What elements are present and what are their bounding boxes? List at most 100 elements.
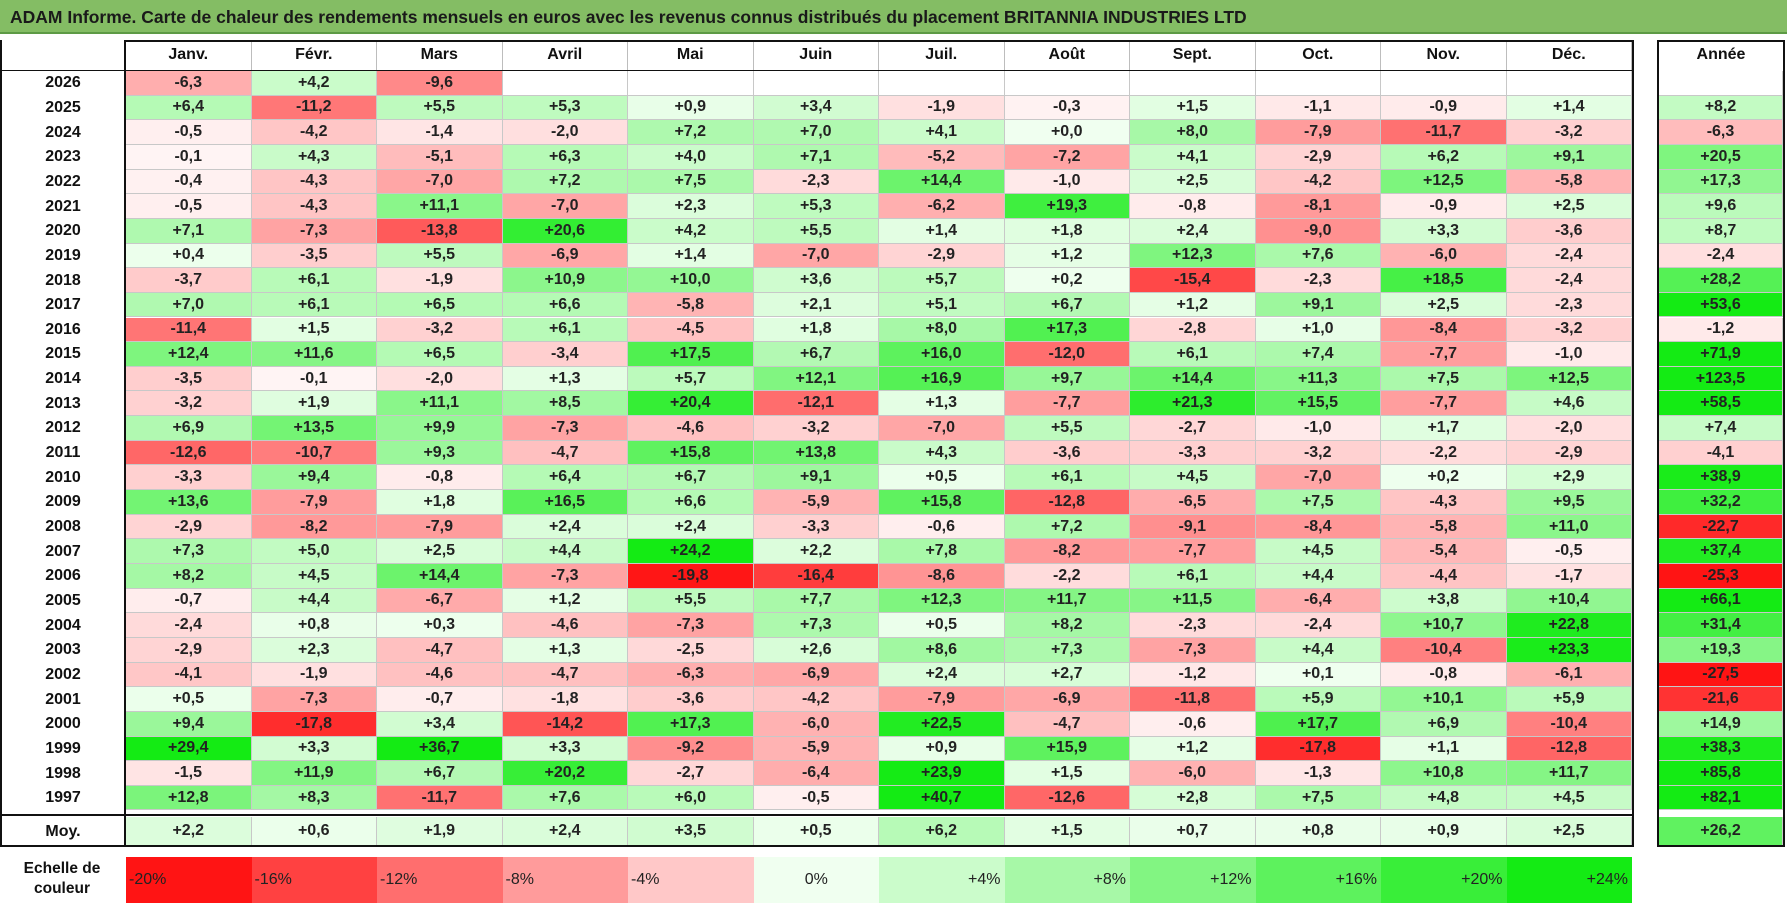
- heatmap-cell: +16,5: [502, 490, 628, 515]
- annual-cell: -2,4: [1659, 243, 1783, 269]
- heatmap-cell: +4,1: [1130, 144, 1256, 170]
- heatmap-cell: +4,6: [1506, 391, 1632, 417]
- heatmap-cell: +3,4: [377, 711, 503, 737]
- heatmap-cell: -3,3: [753, 514, 879, 540]
- year-label: 2012: [45, 419, 81, 437]
- heatmap-cell: +7,1: [126, 218, 252, 244]
- header-separator: [0, 70, 1632, 71]
- annual-cell: +58,5: [1659, 391, 1783, 417]
- heatmap-cell: -7,0: [1255, 465, 1381, 491]
- annual-cell: +38,3: [1659, 736, 1783, 762]
- annual-cell: +9,6: [1659, 194, 1783, 219]
- heatmap-cell: -8,1: [1255, 194, 1381, 219]
- heatmap-cell: +20,4: [628, 391, 754, 417]
- heatmap-cell: -16,4: [753, 564, 879, 589]
- heatmap-cell: -1,2: [1130, 662, 1256, 688]
- heatmap-cell: +11,5: [1130, 588, 1256, 614]
- heatmap-cell: +6,7: [628, 465, 754, 491]
- heatmap-cell: -2,0: [377, 366, 503, 392]
- color-scale-swatch: -8%: [502, 856, 628, 903]
- month-header: Févr.: [252, 40, 377, 70]
- annual-cell: +53,6: [1659, 292, 1783, 318]
- heatmap-cell: -0,7: [126, 588, 252, 614]
- month-header: Déc.: [1507, 40, 1632, 70]
- heatmap-cell: -1,4: [377, 120, 503, 145]
- color-scale-swatch: -4%: [628, 856, 754, 903]
- average-cell: +6,2: [879, 816, 1005, 847]
- heatmap-cell: +12,5: [1381, 169, 1507, 195]
- heatmap-cell: -7,9: [879, 687, 1005, 712]
- heatmap-cell: -4,6: [502, 613, 628, 638]
- heatmap-cell: -1,8: [502, 687, 628, 712]
- heatmap-cell: +2,4: [879, 662, 1005, 688]
- heatmap-cell: +4,3: [251, 144, 377, 170]
- heatmap-cell: +0,8: [251, 613, 377, 638]
- heatmap-cell: +1,1: [1381, 736, 1507, 762]
- heatmap-cell: +7,2: [502, 169, 628, 195]
- heatmap-cell: +6,5: [377, 292, 503, 318]
- annual-cell: +32,2: [1659, 490, 1783, 515]
- year-label: 2007: [45, 542, 81, 560]
- heatmap-cell: +7,5: [628, 169, 754, 195]
- heatmap-cell: -5,9: [753, 490, 879, 515]
- heatmap-cell: -8,2: [251, 514, 377, 540]
- heatmap-cell: +3,4: [753, 95, 879, 121]
- heatmap-cell: -3,2: [1506, 317, 1632, 343]
- heatmap-cell: -5,1: [377, 144, 503, 170]
- heatmap-cell: -2,3: [753, 169, 879, 195]
- heatmap-cell: -8,4: [1381, 317, 1507, 343]
- heatmap-cell: +22,5: [879, 711, 1005, 737]
- average-cell: +0,7: [1130, 816, 1256, 847]
- heatmap-cell: -14,2: [502, 711, 628, 737]
- heatmap-cell: +13,6: [126, 490, 252, 515]
- heatmap-cell: -15,4: [1130, 268, 1256, 293]
- color-scale-swatch: +4%: [879, 856, 1005, 903]
- heatmap-cell: +2,7: [1004, 662, 1130, 688]
- average-cell: +2,4: [502, 816, 628, 847]
- heatmap-cell: -2,9: [126, 637, 252, 663]
- heatmap-cell: +0,2: [1004, 268, 1130, 293]
- month-header: Juil.: [879, 40, 1005, 70]
- heatmap-cell: +12,5: [1506, 366, 1632, 392]
- heatmap-cell: -2,3: [1255, 268, 1381, 293]
- heatmap-cell: +0,9: [628, 95, 754, 121]
- heatmap-cell: +4,3: [879, 440, 1005, 466]
- heatmap-cell: -7,7: [1381, 391, 1507, 417]
- heatmap-cell: -1,5: [126, 761, 252, 786]
- heatmap-cell: -7,9: [251, 490, 377, 515]
- heatmap-cell: -6,7: [377, 588, 503, 614]
- annual-cell: +38,9: [1659, 465, 1783, 491]
- month-header: Janv.: [126, 40, 252, 70]
- heatmap-cell: -11,8: [1130, 687, 1256, 712]
- heatmap-cell: -3,2: [1506, 120, 1632, 145]
- heatmap-cell: +15,9: [1004, 736, 1130, 762]
- heatmap-cell: +0,3: [377, 613, 503, 638]
- heatmap-cell: +1,8: [1004, 218, 1130, 244]
- heatmap-cell: +1,7: [1381, 416, 1507, 441]
- heatmap-cell: +4,5: [1255, 539, 1381, 564]
- heatmap-cell: -17,8: [1255, 736, 1381, 762]
- heatmap-cell: +5,7: [628, 366, 754, 392]
- heatmap-cell: -12,0: [1004, 342, 1130, 367]
- bottom-edge: [0, 844, 126, 847]
- heatmap-cell: +10,8: [1381, 761, 1507, 786]
- month-header: Août: [1005, 40, 1130, 70]
- heatmap-cell: -3,5: [126, 366, 252, 392]
- heatmap-cell: -6,0: [1130, 761, 1256, 786]
- heatmap-cell: -2,7: [1130, 416, 1256, 441]
- heatmap-cell: +29,4: [126, 736, 252, 762]
- heatmap-cell: +7,0: [126, 292, 252, 318]
- heatmap-cell: -12,8: [1506, 736, 1632, 762]
- heatmap-cell: [1130, 71, 1256, 96]
- heatmap-cell: +6,7: [753, 342, 879, 367]
- heatmap-cell: +12,1: [753, 366, 879, 392]
- year-label: 2002: [45, 665, 81, 683]
- month-header: Oct.: [1256, 40, 1381, 70]
- heatmap-cell: -2,2: [1004, 564, 1130, 589]
- heatmap-cell: -6,0: [1381, 243, 1507, 269]
- heatmap-cell: -4,6: [628, 416, 754, 441]
- heatmap-cell: [502, 71, 628, 96]
- heatmap-cell: +2,5: [377, 539, 503, 564]
- heatmap-cell: [1004, 71, 1130, 96]
- heatmap-cell: +7,6: [1255, 243, 1381, 269]
